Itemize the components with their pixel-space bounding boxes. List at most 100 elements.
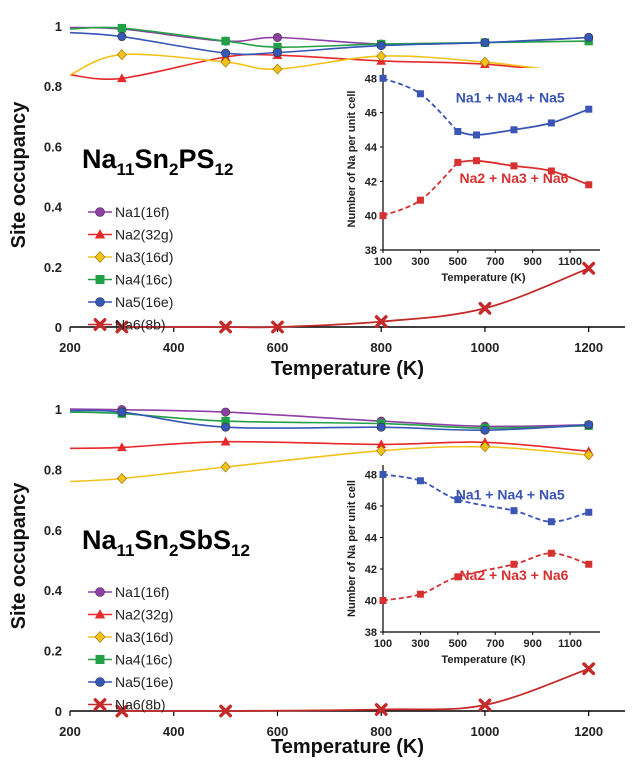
y-tick-label: 1 xyxy=(55,402,62,417)
legend-marker xyxy=(94,609,106,619)
inset-chart: 38 40 42 44 46 48 100 300 500 700 900 1100 Temperatu… xyxy=(346,68,600,284)
inset-y-tick-label: 40 xyxy=(365,595,377,607)
x-tick-label: 1000 xyxy=(470,724,499,739)
inset-data-point xyxy=(510,126,518,134)
inset-data-point xyxy=(454,573,462,581)
legend-marker xyxy=(93,318,107,331)
series-Na1 xyxy=(69,24,594,49)
inset-data-point xyxy=(379,470,387,478)
data-point xyxy=(478,301,492,315)
y-tick-label: 0.4 xyxy=(44,200,63,215)
inset-x-tick-label: 900 xyxy=(523,256,541,268)
legend: Na1(16f) Na2(32g) Na3(16d) Na4(16c) Na5(16e)… xyxy=(88,584,173,713)
inset-data-point xyxy=(473,157,481,165)
legend-label: Na6(8b) xyxy=(115,697,166,713)
series-Na3 xyxy=(69,441,594,484)
data-point xyxy=(221,422,231,432)
legend-marker xyxy=(94,229,106,239)
series-Na2 xyxy=(69,436,594,456)
series-Na6 xyxy=(115,261,596,334)
inset-series-label-lower: Na2 + Na3 + Na6 xyxy=(459,567,568,583)
legend-marker xyxy=(94,631,106,643)
data-point xyxy=(376,439,387,449)
inset-x-tick-label: 100 xyxy=(374,256,392,268)
data-point xyxy=(220,56,231,68)
chart-panel-1: 200 400 600 800 1000 1200 0 0.2 0.4 0.6 0.8 1 Temper… xyxy=(8,19,625,380)
inset-data-point xyxy=(585,105,593,113)
series-Na5 xyxy=(69,31,594,58)
legend-marker xyxy=(95,677,105,687)
data-point xyxy=(219,704,233,718)
data-point xyxy=(115,704,129,718)
series-Na5 xyxy=(69,407,594,435)
inset-data-point xyxy=(416,477,424,485)
inset-x-axis-title: Temperature (K) xyxy=(441,654,525,666)
compound-text: Sn xyxy=(135,525,170,555)
inset-x-tick-label: 1100 xyxy=(558,256,582,268)
series-line xyxy=(121,667,589,713)
x-tick-label: 800 xyxy=(370,724,392,739)
compound-subscript: 2 xyxy=(169,160,178,179)
data-point xyxy=(221,407,231,417)
legend-marker xyxy=(95,297,105,307)
x-tick-label: 600 xyxy=(267,340,289,355)
inset-data-point xyxy=(416,90,424,98)
inset-data-point xyxy=(379,596,387,604)
legend: Na1(16f) Na2(32g) Na3(16d) Na4(16c) Na5(16e)… xyxy=(88,204,173,333)
x-tick-label: 600 xyxy=(267,724,289,739)
data-point xyxy=(479,441,490,453)
y-tick-label: 0.6 xyxy=(44,139,62,154)
y-axis-title: Site occupancy xyxy=(8,101,30,249)
data-point xyxy=(272,63,283,75)
inset-data-point xyxy=(379,212,387,220)
data-point xyxy=(117,407,127,417)
compound-subscript: 12 xyxy=(215,160,234,179)
legend-label: Na5(16e) xyxy=(115,294,173,310)
inset-y-axis-title: Number of Na per unit cell xyxy=(346,91,358,228)
inset-x-tick-label: 700 xyxy=(486,638,504,650)
compound-title: Na11Sn2SbS12 xyxy=(82,525,250,560)
data-point xyxy=(271,320,284,334)
inset-x-tick-label: 500 xyxy=(449,638,467,650)
inset-data-point xyxy=(585,560,593,568)
inset-data-point xyxy=(510,507,518,515)
legend-label: Na2(32g) xyxy=(115,607,173,623)
legend-marker xyxy=(93,698,107,711)
compound-title: Na11Sn2PS12 xyxy=(82,144,233,179)
legend-label: Na1(16f) xyxy=(115,584,169,600)
data-point xyxy=(479,56,490,68)
inset-series-label-lower: Na2 + Na3 + Na6 xyxy=(459,170,568,186)
legend-label: Na1(16f) xyxy=(115,204,169,220)
inset-data-point xyxy=(547,518,555,526)
data-point xyxy=(116,473,127,484)
data-point xyxy=(376,41,386,51)
y-tick-label: 0.8 xyxy=(44,79,62,94)
x-tick-label: 200 xyxy=(59,724,81,739)
x-tick-label: 200 xyxy=(59,340,81,355)
inset-data-point xyxy=(585,508,593,516)
data-point xyxy=(376,422,386,432)
inset-y-tick-label: 40 xyxy=(365,211,377,223)
legend-marker xyxy=(95,275,105,284)
compound-text: Sn xyxy=(135,144,170,174)
x-axis-title: Temperature (K) xyxy=(271,358,424,380)
data-point xyxy=(272,32,282,42)
inset-y-tick-label: 48 xyxy=(365,469,377,481)
inset-data-point xyxy=(547,167,555,175)
legend-label: Na2(32g) xyxy=(115,227,173,243)
y-tick-label: 0.4 xyxy=(44,583,63,598)
inset-x-tick-label: 900 xyxy=(523,638,541,650)
x-tick-label: 1000 xyxy=(470,340,499,355)
data-point xyxy=(221,416,230,426)
inset-y-tick-label: 46 xyxy=(365,108,377,120)
data-point xyxy=(115,320,129,334)
inset-series-1 xyxy=(379,470,593,526)
compound-text: Na xyxy=(82,525,117,555)
data-point xyxy=(583,449,594,461)
compound-text: PS xyxy=(178,144,214,174)
data-point xyxy=(117,32,127,42)
x-tick-label: 1200 xyxy=(574,724,603,739)
data-point xyxy=(272,48,282,58)
series-line xyxy=(121,267,590,329)
